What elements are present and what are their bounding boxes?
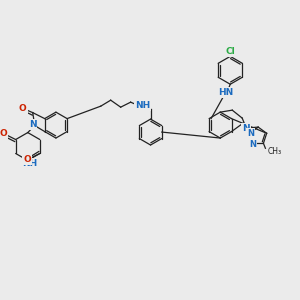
Text: NH: NH (135, 101, 150, 110)
Text: HN: HN (218, 88, 233, 97)
Text: Cl: Cl (225, 47, 235, 56)
Text: NH: NH (22, 159, 38, 168)
Text: O: O (19, 104, 27, 113)
Text: N: N (242, 124, 250, 133)
Text: CH₃: CH₃ (267, 147, 281, 156)
Text: N: N (249, 140, 256, 149)
Text: N: N (247, 129, 254, 138)
Text: N: N (29, 120, 37, 129)
Text: O: O (0, 129, 8, 138)
Text: O: O (23, 155, 31, 164)
